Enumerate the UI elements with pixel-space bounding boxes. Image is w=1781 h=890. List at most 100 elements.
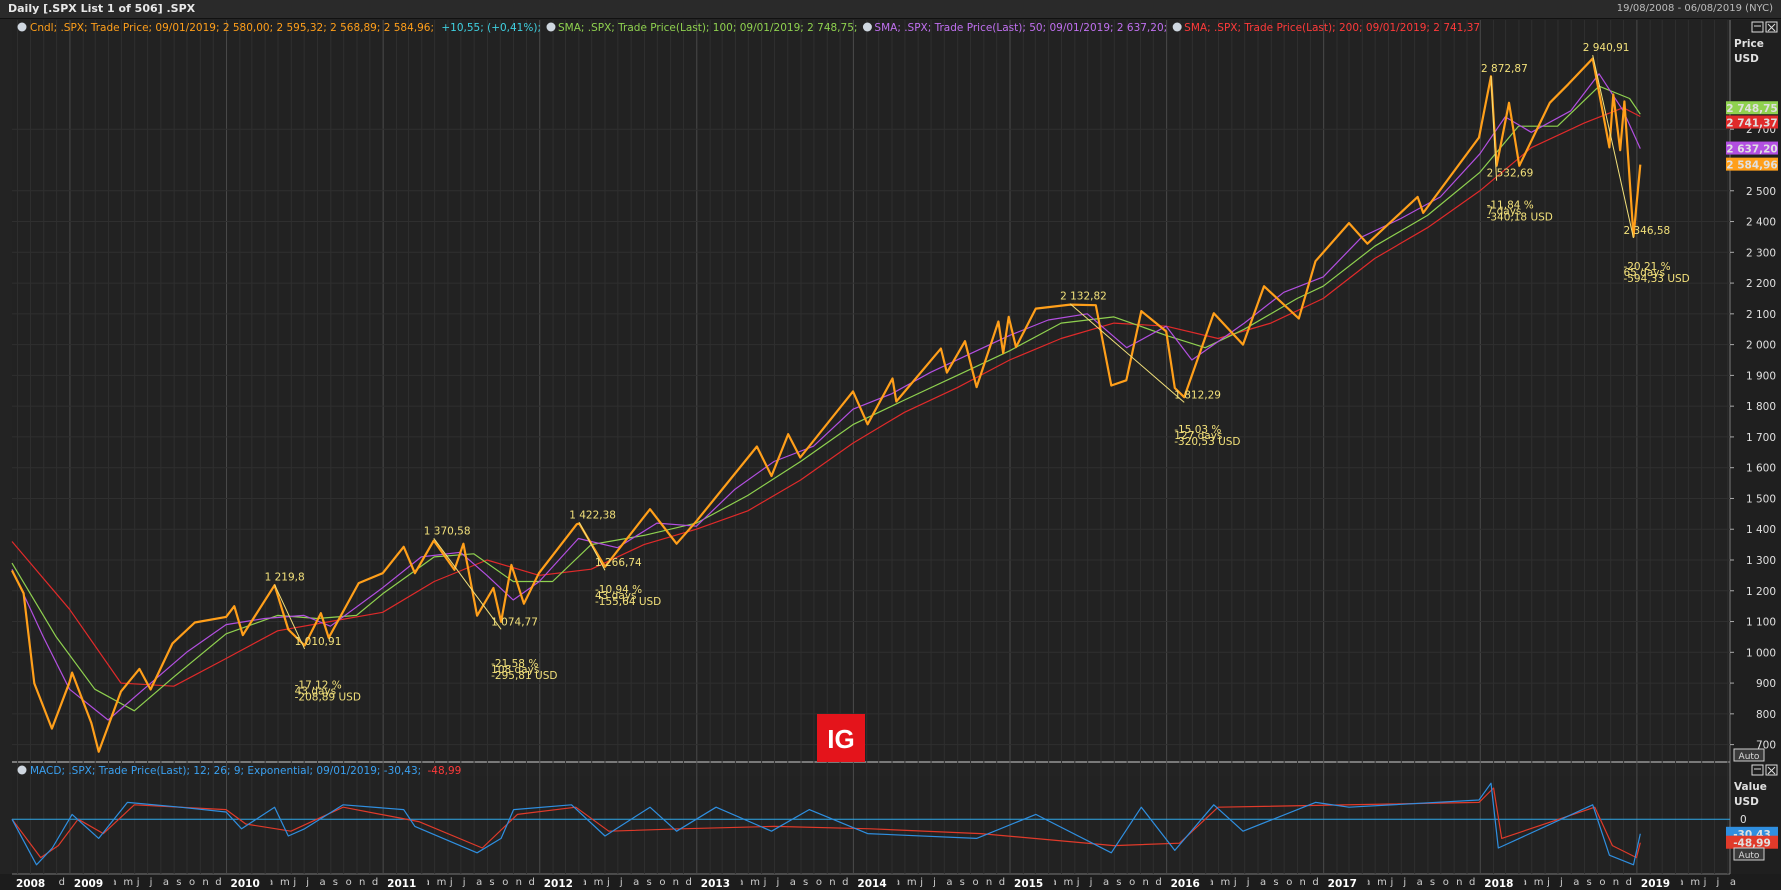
sma-legends[interactable]: SMA; .SPX; Trade Price(Last); 100; 09/01…: [546, 22, 1480, 34]
annotation-label: 7 days: [1487, 205, 1522, 217]
value-axis-unit: USD: [1734, 796, 1759, 808]
close-icon[interactable]: [1765, 764, 1778, 776]
month-label: m: [280, 877, 290, 888]
year-label: 2013: [701, 878, 730, 890]
price-auto-label: Auto: [1739, 752, 1760, 762]
annotation-label: -11,84 %: [1487, 199, 1534, 211]
month-label: j: [136, 877, 140, 888]
macd-legend[interactable]: MACD; .SPX; Trade Price(Last); 12; 26; 9…: [17, 765, 462, 777]
month-label: a: [790, 877, 796, 888]
annotation-label: 1 812,29: [1174, 389, 1221, 401]
month-label: s: [646, 877, 651, 888]
month-label: j: [462, 877, 466, 888]
signal-value-tag: -48,99: [1733, 838, 1771, 850]
legend-sma50: SMA; .SPX; Trade Price(Last); 50; 09/01/…: [874, 22, 1167, 34]
drawdown-line: [1069, 303, 1185, 403]
year-label: 2014: [857, 878, 886, 890]
annotation-label: -320,53 USD: [1174, 436, 1240, 448]
signal-line: [11, 787, 1641, 859]
month-label: s: [489, 877, 494, 888]
last-price-tag: 2 584,96: [1726, 160, 1777, 172]
drawdown-lines: [274, 54, 1634, 650]
legend-candle: Cndl; .SPX; Trade Price; 09/01/2019; 2 5…: [30, 22, 434, 34]
legend-circle-icon[interactable]: [862, 22, 872, 32]
month-label: d: [528, 877, 534, 888]
month-label: n: [516, 877, 522, 888]
ig-logo: IG: [817, 714, 865, 762]
year-label: 2012: [544, 878, 573, 890]
month-label: d: [59, 877, 65, 888]
month-label: n: [359, 877, 365, 888]
price-tick-label: 2 500: [1746, 186, 1776, 198]
legend-circle-icon[interactable]: [1172, 22, 1182, 32]
sma50-value-tag-bg: [1726, 141, 1778, 155]
last-price-tag-bg: [1726, 157, 1778, 171]
year-label: 2011: [387, 878, 416, 890]
month-label: s: [960, 877, 965, 888]
close-icon[interactable]: [1765, 21, 1778, 33]
logo-text: IG: [827, 724, 854, 754]
annotation-label: 2 940,91: [1583, 42, 1630, 54]
year-label-bg: [539, 876, 584, 889]
month-label: m: [1534, 877, 1544, 888]
macd-auto-button[interactable]: Auto: [1733, 847, 1765, 861]
month-label: o: [816, 877, 822, 888]
price-tick-label: 1 600: [1746, 463, 1776, 475]
month-label: m: [1221, 877, 1231, 888]
price-tick-label: 900: [1756, 678, 1776, 690]
annotation-label: -340,18 USD: [1487, 212, 1553, 224]
month-label: a: [319, 877, 325, 888]
drawdown-line: [433, 537, 502, 630]
month-label: m: [1377, 877, 1387, 888]
month-label: d: [685, 877, 691, 888]
price-legend[interactable]: Cndl; .SPX; Trade Price; 09/01/2019; 2 5…: [17, 22, 541, 34]
month-label: o: [1286, 877, 1292, 888]
macd-panel-controls[interactable]: [1751, 764, 1778, 776]
title-bar: Daily [.SPX List 1 of 506] .SPX 19/08/20…: [0, 0, 1781, 19]
year-label-bg: [383, 876, 428, 889]
price-tick-label: 800: [1756, 709, 1776, 721]
month-label: j: [1703, 877, 1707, 888]
month-label: o: [973, 877, 979, 888]
macd-panel[interactable]: [12, 776, 1730, 874]
legend-circle-icon[interactable]: [17, 765, 27, 775]
month-label: s: [1116, 877, 1121, 888]
price-auto-button[interactable]: Auto: [1733, 748, 1765, 762]
year-label: 2015: [1014, 878, 1043, 890]
annotation-label: 2 872,87: [1481, 63, 1528, 75]
legend-circle-icon[interactable]: [546, 22, 556, 32]
annotation-label: 1 219,8: [265, 572, 305, 584]
month-label: o: [1443, 877, 1449, 888]
price-tick-label: 2 000: [1746, 340, 1776, 352]
price-panel-controls[interactable]: [1751, 21, 1778, 33]
year-label: 2017: [1328, 878, 1357, 890]
maximize-icon[interactable]: [1751, 764, 1764, 776]
month-label: a: [1730, 877, 1736, 888]
year-label-bg: [1480, 876, 1525, 889]
svg-text:Cndl; .SPX; Trade Price; 09/01: Cndl; .SPX; Trade Price; 09/01/2019; 2 5…: [30, 22, 541, 34]
month-label: j: [292, 877, 296, 888]
year-label: 2018: [1484, 878, 1513, 890]
price-panel[interactable]: [12, 20, 1730, 762]
month-label: a: [163, 877, 169, 888]
year-label: 2016: [1171, 878, 1200, 890]
month-label: n: [1613, 877, 1619, 888]
month-label: m: [907, 877, 917, 888]
price-tick-label: 1 100: [1746, 617, 1776, 629]
price-tick-label: 1 500: [1746, 493, 1776, 505]
maximize-icon[interactable]: [1751, 21, 1764, 33]
legend-circle-icon[interactable]: [17, 22, 27, 32]
month-label: j: [1076, 877, 1080, 888]
year-label-bg: [1636, 876, 1681, 889]
drawdown-line: [1592, 54, 1634, 239]
month-label: a: [581, 877, 587, 888]
month-label: j: [149, 877, 153, 888]
month-label: o: [659, 877, 665, 888]
annotation-label: 2 532,69: [1487, 168, 1534, 180]
annotation-label: 1 010,91: [295, 636, 342, 648]
month-label: m: [1690, 877, 1700, 888]
month-label: m: [750, 877, 760, 888]
month-label: a: [1573, 877, 1579, 888]
